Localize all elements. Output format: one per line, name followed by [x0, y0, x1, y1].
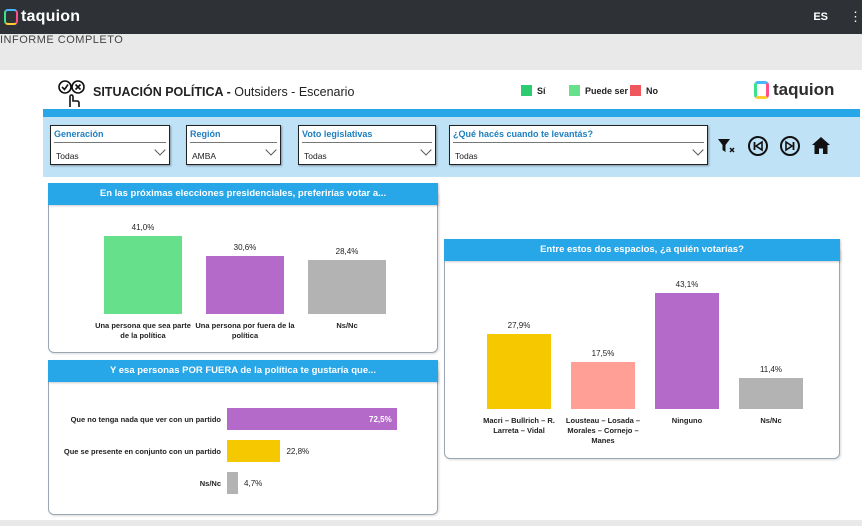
- bar: [571, 361, 635, 409]
- taquion-report-logo: taquion: [754, 80, 834, 100]
- bar-value-label: 27,9%: [507, 320, 531, 330]
- filter-divider: [453, 142, 704, 143]
- category-label: Una persona que sea parte de la política: [95, 321, 191, 340]
- report-header: SITUACIÓN POLÍTICA - Outsiders - Escenar…: [0, 70, 862, 110]
- filter-value: Todas: [455, 151, 478, 161]
- legend-swatch: [569, 85, 580, 96]
- previous-icon[interactable]: [747, 135, 769, 157]
- taquion-logo-icon: [4, 9, 18, 25]
- more-menu-icon[interactable]: ⋮: [849, 9, 862, 24]
- report-canvas: SITUACIÓN POLÍTICA - Outsiders - Escenar…: [0, 70, 862, 520]
- bar: [104, 236, 182, 314]
- category-label: Que se presente en conjunto con un parti…: [63, 447, 221, 456]
- bar-value-label: 43,1%: [675, 280, 699, 289]
- filter-bar: Generación Todas Región AMBA Voto legisl…: [43, 117, 860, 177]
- legend-swatch: [521, 85, 532, 96]
- filter-region[interactable]: Región AMBA: [186, 125, 281, 165]
- filter-label: ¿Qué hacés cuando te levantás?: [453, 129, 594, 139]
- chart-title: En las próximas elecciones presidenciale…: [48, 183, 438, 205]
- bar: [487, 333, 551, 409]
- chevron-down-icon[interactable]: [265, 144, 277, 156]
- filter-value: Todas: [304, 151, 327, 161]
- chart-title: Entre estos dos espacios, ¿a quién votar…: [444, 239, 840, 261]
- bar-value-label: 30,6%: [233, 242, 257, 252]
- header-divider: [43, 109, 860, 117]
- language-selector[interactable]: ES: [813, 11, 828, 23]
- category-label: Que no tenga nada que ver con un partido: [70, 415, 221, 424]
- category-label: Ns/Nc: [336, 321, 358, 330]
- filter-divider: [190, 142, 277, 143]
- bar: [227, 440, 281, 462]
- filter-label: Generación: [54, 129, 104, 139]
- app-brand[interactable]: taquion: [4, 7, 80, 27]
- category-label: Macri – Bullrich – R. Larreta – Vidal: [483, 416, 555, 435]
- report-title-rest: Outsiders - Escenario: [234, 85, 355, 99]
- bar-value-label: 11,4%: [759, 365, 783, 375]
- filter-divider: [302, 142, 432, 143]
- bar-value-label: 17,5%: [591, 348, 615, 358]
- legend-item-no: No: [630, 85, 658, 96]
- bar-value-label: 72,5%: [369, 415, 392, 424]
- home-icon[interactable]: [810, 135, 832, 157]
- category-label: Ninguno: [671, 416, 703, 425]
- app-brand-text: taquion: [21, 8, 81, 25]
- category-label: Ns/Nc: [199, 479, 221, 488]
- legend-label: Puede ser: [585, 85, 629, 96]
- bar: [206, 255, 284, 314]
- report-subheader: INFORME COMPLETO: [0, 34, 862, 70]
- bar: [308, 259, 386, 314]
- bar-value-label: 41,0%: [131, 223, 155, 232]
- bar-value-label: 22,8%: [286, 447, 310, 456]
- legend-item-puede-ser: Puede ser: [569, 85, 628, 96]
- bar-value-label: 4,7%: [244, 479, 263, 488]
- taquion-logo-icon: [754, 81, 769, 99]
- filter-generacion[interactable]: Generación Todas: [50, 125, 170, 165]
- report-logo-text: taquion: [773, 80, 835, 99]
- filter-label: Voto legislativas: [302, 129, 373, 139]
- legend-label: No: [646, 85, 658, 96]
- filter-divider: [54, 142, 166, 143]
- filter-voto-legislativas[interactable]: Voto legislativas Todas: [298, 125, 436, 165]
- vote-check-icon: [58, 80, 85, 107]
- next-icon[interactable]: [779, 135, 801, 157]
- app-top-bar: taquion ES ⋮: [0, 0, 862, 34]
- bar: [227, 472, 239, 494]
- filter-label: Región: [190, 129, 221, 139]
- report-title-bold: SITUACIÓN POLÍTICA -: [93, 85, 231, 99]
- bar: [227, 408, 397, 430]
- chevron-down-icon[interactable]: [692, 144, 704, 156]
- clear-filter-icon[interactable]: [715, 135, 737, 157]
- legend-item-si: Sí: [521, 85, 546, 96]
- category-label: Ns/Nc: [760, 416, 782, 425]
- bar: [655, 293, 719, 409]
- filter-value: AMBA: [192, 151, 217, 161]
- chart-title: Y esa personas POR FUERA de la política …: [48, 360, 438, 382]
- category-label: Lousteau – Losada – Morales – Cornejo – …: [565, 416, 641, 445]
- filter-value: Todas: [56, 151, 79, 161]
- bar: [739, 378, 803, 409]
- chevron-down-icon[interactable]: [154, 144, 166, 156]
- category-label: Una persona por fuera de la política: [195, 321, 295, 340]
- bottom-strip: [0, 520, 862, 526]
- chevron-down-icon[interactable]: [420, 144, 432, 156]
- bar-value-label: 28,4%: [335, 246, 359, 256]
- report-title: SITUACIÓN POLÍTICA - Outsiders - Escenar…: [93, 85, 354, 99]
- legend-label: Sí: [537, 85, 546, 96]
- filter-que-haces[interactable]: ¿Qué hacés cuando te levantás? Todas: [449, 125, 708, 165]
- legend-swatch: [630, 85, 641, 96]
- report-page-title: INFORME COMPLETO: [0, 34, 124, 46]
